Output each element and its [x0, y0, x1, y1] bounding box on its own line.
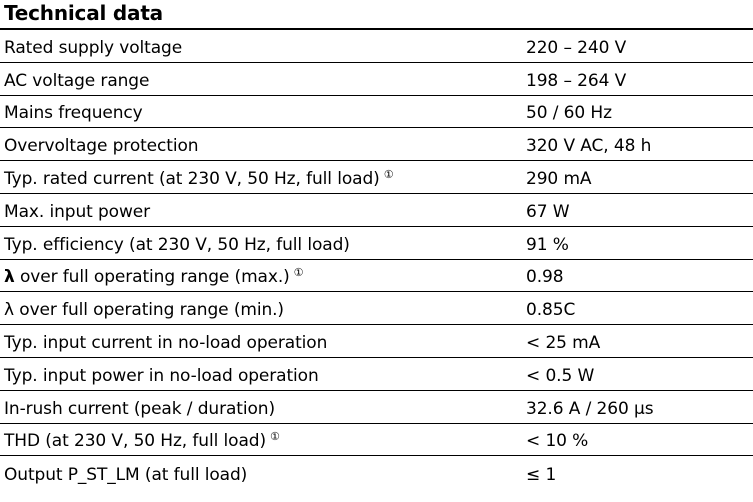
footnote-mark: ①	[383, 167, 394, 181]
row-value: 290 mA	[526, 168, 592, 189]
table-row: Typ. rated current (at 230 V, 50 Hz, ful…	[0, 161, 753, 194]
row-value: < 0.5 W	[526, 365, 595, 386]
row-value: 32.6 A / 260 µs	[526, 398, 654, 419]
row-value: 91 %	[526, 234, 569, 255]
row-label: Typ. efficiency (at 230 V, 50 Hz, full l…	[4, 234, 350, 255]
row-value: < 25 mA	[526, 332, 601, 353]
row-value: 0.98	[526, 267, 564, 288]
table-row: Typ. input power in no-load operation < …	[0, 358, 753, 391]
row-value: ≤ 1	[526, 465, 557, 486]
row-value: < 10 %	[526, 431, 589, 452]
row-label: Rated supply voltage	[4, 37, 183, 58]
table-row: Typ. efficiency (at 230 V, 50 Hz, full l…	[0, 227, 753, 260]
table-row: λ over full operating range (min.) 0.85C	[0, 292, 753, 326]
table-row: THD (at 230 V, 50 Hz, full load) ① < 10 %	[0, 424, 753, 457]
table-row: Mains frequency 50 / 60 Hz	[0, 96, 753, 129]
row-label: THD (at 230 V, 50 Hz, full load) ①	[4, 430, 280, 451]
row-label: Typ. input current in no-load operation	[4, 332, 328, 353]
table-row: Max. input power 67 W	[0, 194, 753, 227]
row-label-text: Typ. rated current (at 230 V, 50 Hz, ful…	[4, 168, 380, 189]
row-label-text: THD (at 230 V, 50 Hz, full load)	[4, 431, 266, 452]
technical-data-table: Rated supply voltage 220 – 240 V AC volt…	[0, 30, 753, 489]
row-label: AC voltage range	[4, 70, 150, 91]
title-divider	[0, 28, 753, 30]
row-label: λ over full operating range (max.) ①	[4, 266, 304, 288]
row-value: 0.85C	[526, 300, 576, 321]
table-row: AC voltage range 198 – 264 V	[0, 63, 753, 96]
row-value: 67 W	[526, 201, 570, 222]
row-label: λ over full operating range (min.)	[4, 300, 284, 321]
row-value: 50 / 60 Hz	[526, 103, 612, 124]
row-value: 320 V AC, 48 h	[526, 136, 652, 157]
row-value: 220 – 240 V	[526, 37, 627, 58]
row-label: Overvoltage protection	[4, 136, 199, 157]
row-label: Typ. input power in no-load operation	[4, 365, 319, 386]
row-label: Mains frequency	[4, 103, 143, 124]
row-value: 198 – 264 V	[526, 70, 627, 91]
table-row: Output P_ST_LM (at full load) ≤ 1	[0, 456, 753, 489]
table-row: λ over full operating range (max.) ① 0.98	[0, 260, 753, 293]
footnote-mark: ①	[293, 266, 304, 280]
table-row: Rated supply voltage 220 – 240 V	[0, 30, 753, 63]
table-row: Overvoltage protection 320 V AC, 48 h	[0, 128, 753, 162]
row-label: Output P_ST_LM (at full load)	[4, 465, 248, 486]
page-title: Technical data	[4, 1, 163, 25]
footnote-mark: ①	[270, 430, 280, 444]
row-label: In-rush current (peak / duration)	[4, 398, 275, 419]
row-label: Typ. rated current (at 230 V, 50 Hz, ful…	[4, 167, 394, 189]
table-row: In-rush current (peak / duration) 32.6 A…	[0, 391, 753, 424]
row-label: Max. input power	[4, 201, 151, 222]
table-row: Typ. input current in no-load operation …	[0, 325, 753, 358]
row-label-text: λ over full operating range (max.)	[4, 267, 290, 288]
